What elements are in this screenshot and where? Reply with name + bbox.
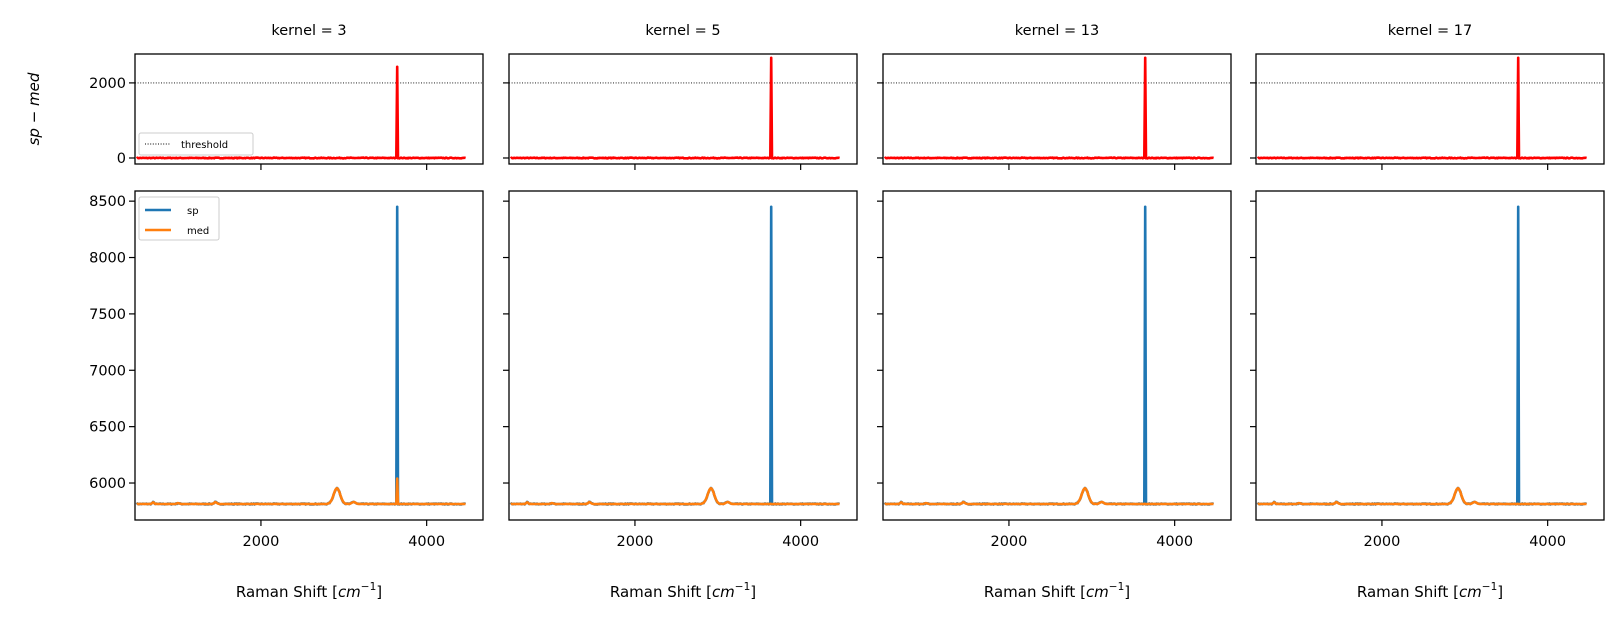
x-tick-label: 4000 <box>1529 534 1566 550</box>
top-axes-frame <box>1255 53 1605 165</box>
y-tick-label: 6500 <box>89 420 126 436</box>
panel-title: kernel = 5 <box>645 23 720 39</box>
panel-title: kernel = 13 <box>1015 23 1099 39</box>
x-axis-label-unit: cm <box>1086 583 1109 601</box>
diff-series-line <box>1256 56 1588 160</box>
x-tick-label: 2000 <box>242 534 279 550</box>
subplot-kernel-3: kernel = 3 0 2000 6000 6500 7000 7500 8000 8500 2… <box>89 23 484 601</box>
x-axis-label: Raman Shift [cm−1] <box>1357 581 1503 601</box>
x-tick-label: 4000 <box>1156 534 1193 550</box>
legend-med-label: med <box>187 226 209 237</box>
x-axis-label-exp: −1 <box>1109 581 1124 593</box>
x-axis-label: Raman Shift [cm−1] <box>984 581 1130 601</box>
subplot-kernel-17: kernel = 17 2000 4000 Raman Shift [cm−1] <box>1250 23 1605 601</box>
x-axis-label-unit: cm <box>712 583 735 601</box>
y-tick-label: 8500 <box>89 194 126 210</box>
diff-series-line <box>135 65 467 160</box>
x-axis-label-exp: −1 <box>735 581 750 593</box>
bottom-axes-frame <box>508 190 858 521</box>
x-axis-label-main: Raman Shift [ <box>984 583 1086 601</box>
med-series-line <box>1257 486 1588 506</box>
sp-series-line <box>135 205 467 506</box>
legend-sp-med: sp med <box>138 196 220 241</box>
x-axis-label-main: Raman Shift [ <box>610 583 712 601</box>
subplot-kernel-5: kernel = 5 2000 4000 Raman Shift [cm−1] <box>503 23 858 601</box>
x-axis-label-exp: −1 <box>1482 581 1497 593</box>
panel-title: kernel = 17 <box>1388 23 1472 39</box>
diff-series-line <box>883 56 1215 160</box>
sp-series-line <box>883 205 1215 506</box>
legend-threshold-label: threshold <box>181 140 228 151</box>
top-y-axis-label: sp − med <box>25 72 43 145</box>
legend-threshold: threshold <box>138 132 254 156</box>
y-tick-label: 2000 <box>89 76 126 92</box>
x-axis-label-close: ] <box>750 583 756 601</box>
x-tick-label: 2000 <box>990 534 1027 550</box>
legend-sp-label: sp <box>187 206 199 217</box>
x-axis-label-close: ] <box>376 583 382 601</box>
y-label-sp: sp <box>25 128 43 145</box>
x-axis-label-close: ] <box>1497 583 1503 601</box>
x-axis-label-main: Raman Shift [ <box>236 583 338 601</box>
bottom-axes-frame <box>134 190 484 521</box>
med-series-line <box>510 486 841 506</box>
y-tick-label: 8000 <box>89 251 126 267</box>
x-tick-label: 2000 <box>1363 534 1400 550</box>
y-tick-label: 6000 <box>89 476 126 492</box>
panel-title: kernel = 3 <box>271 23 346 39</box>
x-tick-label: 2000 <box>616 534 653 550</box>
top-axes-frame <box>882 53 1232 165</box>
x-axis-label-main: Raman Shift [ <box>1357 583 1459 601</box>
bottom-axes-frame <box>1255 190 1605 521</box>
bottom-axes-frame <box>882 190 1232 521</box>
x-tick-label: 4000 <box>782 534 819 550</box>
med-series-line <box>884 486 1215 506</box>
y-tick-label: 0 <box>117 151 126 167</box>
x-axis-label-exp: −1 <box>361 581 376 593</box>
y-label-minus: − <box>25 106 43 128</box>
x-axis-label: Raman Shift [cm−1] <box>610 581 756 601</box>
top-axes-frame <box>134 53 484 165</box>
subplot-kernel-13: kernel = 13 2000 4000 Raman Shift [cm−1] <box>877 23 1232 601</box>
x-tick-label: 4000 <box>408 534 445 550</box>
y-tick-label: 7000 <box>89 363 126 379</box>
x-axis-label-unit: cm <box>338 583 361 601</box>
diff-series-line <box>509 56 841 160</box>
sp-series-line <box>1256 205 1588 506</box>
med-series-line <box>136 477 467 506</box>
x-axis-label-unit: cm <box>1459 583 1482 601</box>
x-axis-label: Raman Shift [cm−1] <box>236 581 382 601</box>
legend-box <box>138 132 254 156</box>
x-axis-label-close: ] <box>1124 583 1130 601</box>
y-label-med: med <box>25 72 43 106</box>
sp-series-line <box>509 205 841 506</box>
top-axes-frame <box>508 53 858 165</box>
y-tick-label: 7500 <box>89 307 126 323</box>
